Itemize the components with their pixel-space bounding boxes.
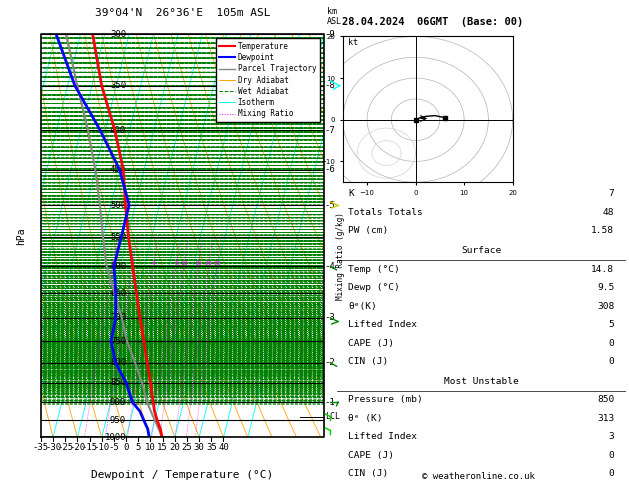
Text: 850: 850 <box>110 379 126 387</box>
Text: 308: 308 <box>597 302 615 311</box>
Text: 20: 20 <box>205 261 213 266</box>
Text: 20: 20 <box>169 443 180 452</box>
Text: 25: 25 <box>182 443 192 452</box>
Text: 850: 850 <box>597 396 615 404</box>
Text: 10: 10 <box>180 261 187 266</box>
Text: K: K <box>348 190 354 198</box>
Text: 39°04'N  26°36'E  105m ASL: 39°04'N 26°36'E 105m ASL <box>94 8 270 18</box>
Text: 900: 900 <box>110 398 126 407</box>
Text: 500: 500 <box>110 201 126 209</box>
Text: Totals Totals: Totals Totals <box>348 208 423 217</box>
Text: Temp (°C): Temp (°C) <box>348 265 400 274</box>
Text: -2: -2 <box>325 358 335 367</box>
Text: CAPE (J): CAPE (J) <box>348 339 394 347</box>
Text: -35: -35 <box>33 443 49 452</box>
Text: PW (cm): PW (cm) <box>348 226 388 235</box>
Text: 8: 8 <box>174 261 178 266</box>
Text: -9: -9 <box>325 30 335 38</box>
Text: -25: -25 <box>57 443 74 452</box>
Text: 600: 600 <box>110 262 126 271</box>
Text: 0: 0 <box>608 339 615 347</box>
Text: 30: 30 <box>194 443 204 452</box>
Text: θᵉ (K): θᵉ (K) <box>348 414 382 423</box>
Text: Lifted Index: Lifted Index <box>348 320 417 329</box>
Text: -6: -6 <box>325 165 335 174</box>
Text: km
ASL: km ASL <box>327 6 342 26</box>
Text: 28.04.2024  06GMT  (Base: 00): 28.04.2024 06GMT (Base: 00) <box>342 17 524 27</box>
Text: © weatheronline.co.uk: © weatheronline.co.uk <box>421 472 535 481</box>
Text: CIN (J): CIN (J) <box>348 357 388 366</box>
Legend: Temperature, Dewpoint, Parcel Trajectory, Dry Adiabat, Wet Adiabat, Isotherm, Mi: Temperature, Dewpoint, Parcel Trajectory… <box>216 38 320 122</box>
Text: -30: -30 <box>45 443 61 452</box>
Text: 15: 15 <box>194 261 202 266</box>
Text: 450: 450 <box>110 165 126 174</box>
Text: Pressure (mb): Pressure (mb) <box>348 396 423 404</box>
Text: 2: 2 <box>130 261 135 266</box>
Text: Most Unstable: Most Unstable <box>444 377 518 386</box>
Text: 550: 550 <box>110 233 126 242</box>
Text: LCL: LCL <box>325 412 340 421</box>
Text: hPa: hPa <box>16 227 26 244</box>
Text: -3: -3 <box>325 313 335 322</box>
Text: -7: -7 <box>325 126 335 135</box>
Text: Lifted Index: Lifted Index <box>348 433 417 441</box>
Text: kt: kt <box>348 38 358 47</box>
Text: -4: -4 <box>325 262 335 271</box>
Text: -5: -5 <box>109 443 120 452</box>
Text: 300: 300 <box>110 30 126 38</box>
Text: 35: 35 <box>206 443 217 452</box>
Text: 650: 650 <box>110 289 126 297</box>
Text: 25: 25 <box>213 261 221 266</box>
Text: 5: 5 <box>608 320 615 329</box>
Text: 400: 400 <box>110 126 126 135</box>
Text: -10: -10 <box>94 443 110 452</box>
Text: 4: 4 <box>152 261 155 266</box>
Text: Mixing Ratio (g/kg): Mixing Ratio (g/kg) <box>337 212 345 300</box>
Text: 1000: 1000 <box>104 433 126 442</box>
Text: -15: -15 <box>82 443 97 452</box>
Text: 10: 10 <box>145 443 156 452</box>
Text: 950: 950 <box>110 416 126 425</box>
Text: -8: -8 <box>325 81 335 90</box>
Text: 0: 0 <box>608 469 615 478</box>
Text: 800: 800 <box>110 358 126 367</box>
Text: 40: 40 <box>218 443 229 452</box>
Text: 14.8: 14.8 <box>591 265 615 274</box>
Text: 15: 15 <box>157 443 168 452</box>
Text: -20: -20 <box>69 443 86 452</box>
Text: 350: 350 <box>110 81 126 90</box>
Text: 1: 1 <box>111 261 114 266</box>
Text: 700: 700 <box>110 313 126 322</box>
Text: 313: 313 <box>597 414 615 423</box>
Text: 0: 0 <box>608 451 615 460</box>
Text: CAPE (J): CAPE (J) <box>348 451 394 460</box>
Text: 7: 7 <box>608 190 615 198</box>
Text: Surface: Surface <box>461 246 501 255</box>
Text: -1: -1 <box>325 398 335 407</box>
Text: 3: 3 <box>608 433 615 441</box>
Text: 0: 0 <box>123 443 129 452</box>
Text: θᵉ(K): θᵉ(K) <box>348 302 377 311</box>
Text: 1.58: 1.58 <box>591 226 615 235</box>
Text: 0: 0 <box>608 357 615 366</box>
Text: 750: 750 <box>110 336 126 346</box>
Text: -5: -5 <box>325 201 335 209</box>
Text: CIN (J): CIN (J) <box>348 469 388 478</box>
Text: Dewpoint / Temperature (°C): Dewpoint / Temperature (°C) <box>91 469 274 480</box>
Text: Dewp (°C): Dewp (°C) <box>348 283 400 292</box>
Text: 9.5: 9.5 <box>597 283 615 292</box>
Text: 48: 48 <box>603 208 615 217</box>
Text: 5: 5 <box>136 443 141 452</box>
